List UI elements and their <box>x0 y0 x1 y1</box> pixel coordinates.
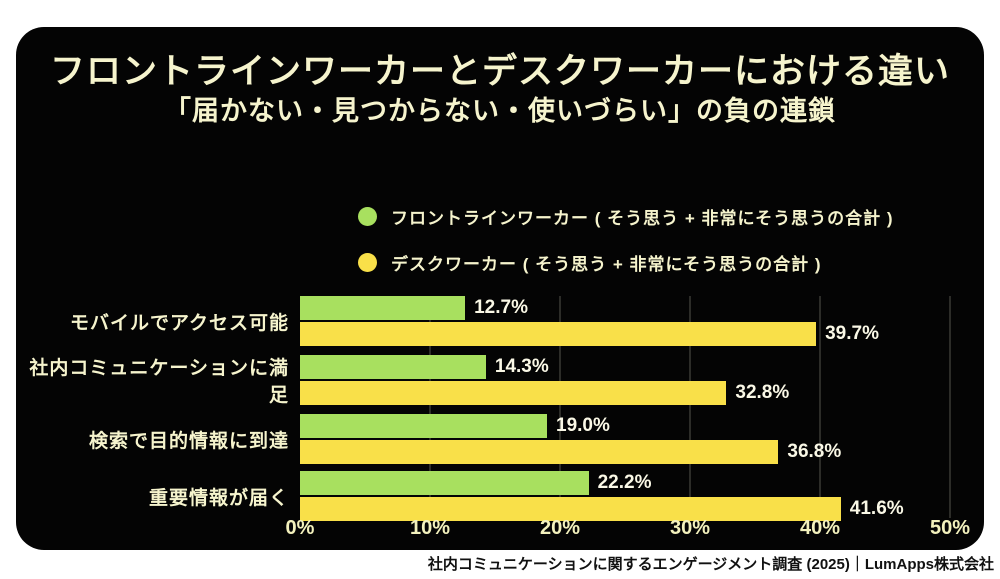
x-tick: 40% <box>799 517 841 539</box>
bar-pair: 22.2% 41.6% <box>300 471 950 521</box>
value-label: 41.6% <box>849 498 904 519</box>
legend: フロントラインワーカー ( そう思う + 非常にそう思うの合計 ) デスクワーカ… <box>358 204 894 296</box>
gridline <box>819 296 821 518</box>
desk-dot-icon <box>358 252 377 272</box>
frontline-dot-icon <box>358 206 377 226</box>
bar-line: 39.7% <box>300 322 950 346</box>
category-label: モバイルでアクセス可能 <box>69 312 289 334</box>
legend-item-desk: デスクワーカー ( そう思う + 非常にそう思うの合計 ) <box>358 250 894 274</box>
chart-row: 重要情報が届く 22.2% 41.6% <box>26 471 950 521</box>
bar-line: 14.3% <box>300 355 950 379</box>
gridlines <box>300 296 951 518</box>
desk-bar <box>300 497 841 521</box>
gridline <box>689 296 691 518</box>
chart-title: フロントラインワーカーとデスクワーカーにおける違い <box>49 52 950 91</box>
category-label: 重要情報が届く <box>148 487 289 509</box>
bar-line: 12.7% <box>300 296 950 320</box>
x-tick: 30% <box>669 517 711 539</box>
frontline-bar <box>300 355 486 379</box>
bar-line: 22.2% <box>300 471 950 495</box>
legend-label-frontline: フロントラインワーカー ( そう思う + 非常にそう思うの合計 ) <box>391 208 894 228</box>
category-label: 検索で目的情報に到達 <box>88 430 289 452</box>
x-tick: 20% <box>539 517 581 539</box>
x-axis: 0% 10% 20% 30% 40% 50% <box>286 517 970 547</box>
value-label: 14.3% <box>494 356 549 377</box>
bar-line: 36.8% <box>300 440 950 464</box>
value-label: 22.2% <box>597 472 652 493</box>
x-tick: 10% <box>409 517 451 539</box>
value-label: 36.8% <box>787 441 842 462</box>
legend-item-frontline: フロントラインワーカー ( そう思う + 非常にそう思うの合計 ) <box>358 204 894 228</box>
chart-row: モバイルでアクセス可能 12.7% 39.7% <box>26 296 950 346</box>
bar-pair: 12.7% 39.7% <box>300 296 950 346</box>
chart-row: 社内コミュニケーションに満足 14.3% 32.8% <box>26 353 950 407</box>
chart-subtitle: 「届かない・見つからない・使いづらい」の負の連鎖 <box>164 96 836 126</box>
desk-bar <box>300 440 779 464</box>
value-label: 39.7% <box>825 323 879 344</box>
bar-line: 41.6% <box>300 497 950 521</box>
bar-line: 32.8% <box>300 381 950 405</box>
x-tick: 50% <box>929 517 971 539</box>
frontline-bar <box>300 414 547 438</box>
frontline-bar <box>300 471 589 495</box>
value-label: 19.0% <box>556 415 610 436</box>
source-credit: 社内コミュニケーションに関するエンゲージメント調査 (2025)｜LumApps… <box>427 556 994 573</box>
bar-pair: 14.3% 32.8% <box>300 355 950 405</box>
gridline <box>949 296 951 518</box>
gridline <box>429 296 431 518</box>
bar-line: 19.0% <box>300 414 950 438</box>
gridline <box>559 296 561 518</box>
bar-chart: モバイルでアクセス可能 12.7% 39.7% 社内コミュニケーションに満足 14.3%… <box>26 296 950 528</box>
legend-label-desk: デスクワーカー ( そう思う + 非常にそう思うの合計 ) <box>391 254 822 274</box>
category-label: 社内コミュニケーションに満足 <box>29 358 289 406</box>
chart-row: 検索で目的情報に到達 19.0% 36.8% <box>26 414 950 464</box>
bar-pair: 19.0% 36.8% <box>300 414 950 464</box>
value-label: 32.8% <box>735 382 790 403</box>
desk-bar <box>300 381 727 405</box>
frontline-bar <box>300 296 466 320</box>
x-tick: 0% <box>285 517 315 539</box>
value-label: 12.7% <box>474 297 528 318</box>
desk-bar <box>300 322 817 346</box>
chart-panel: フロントラインワーカーとデスクワーカーにおける違い 「届かない・見つからない・使… <box>16 27 984 550</box>
